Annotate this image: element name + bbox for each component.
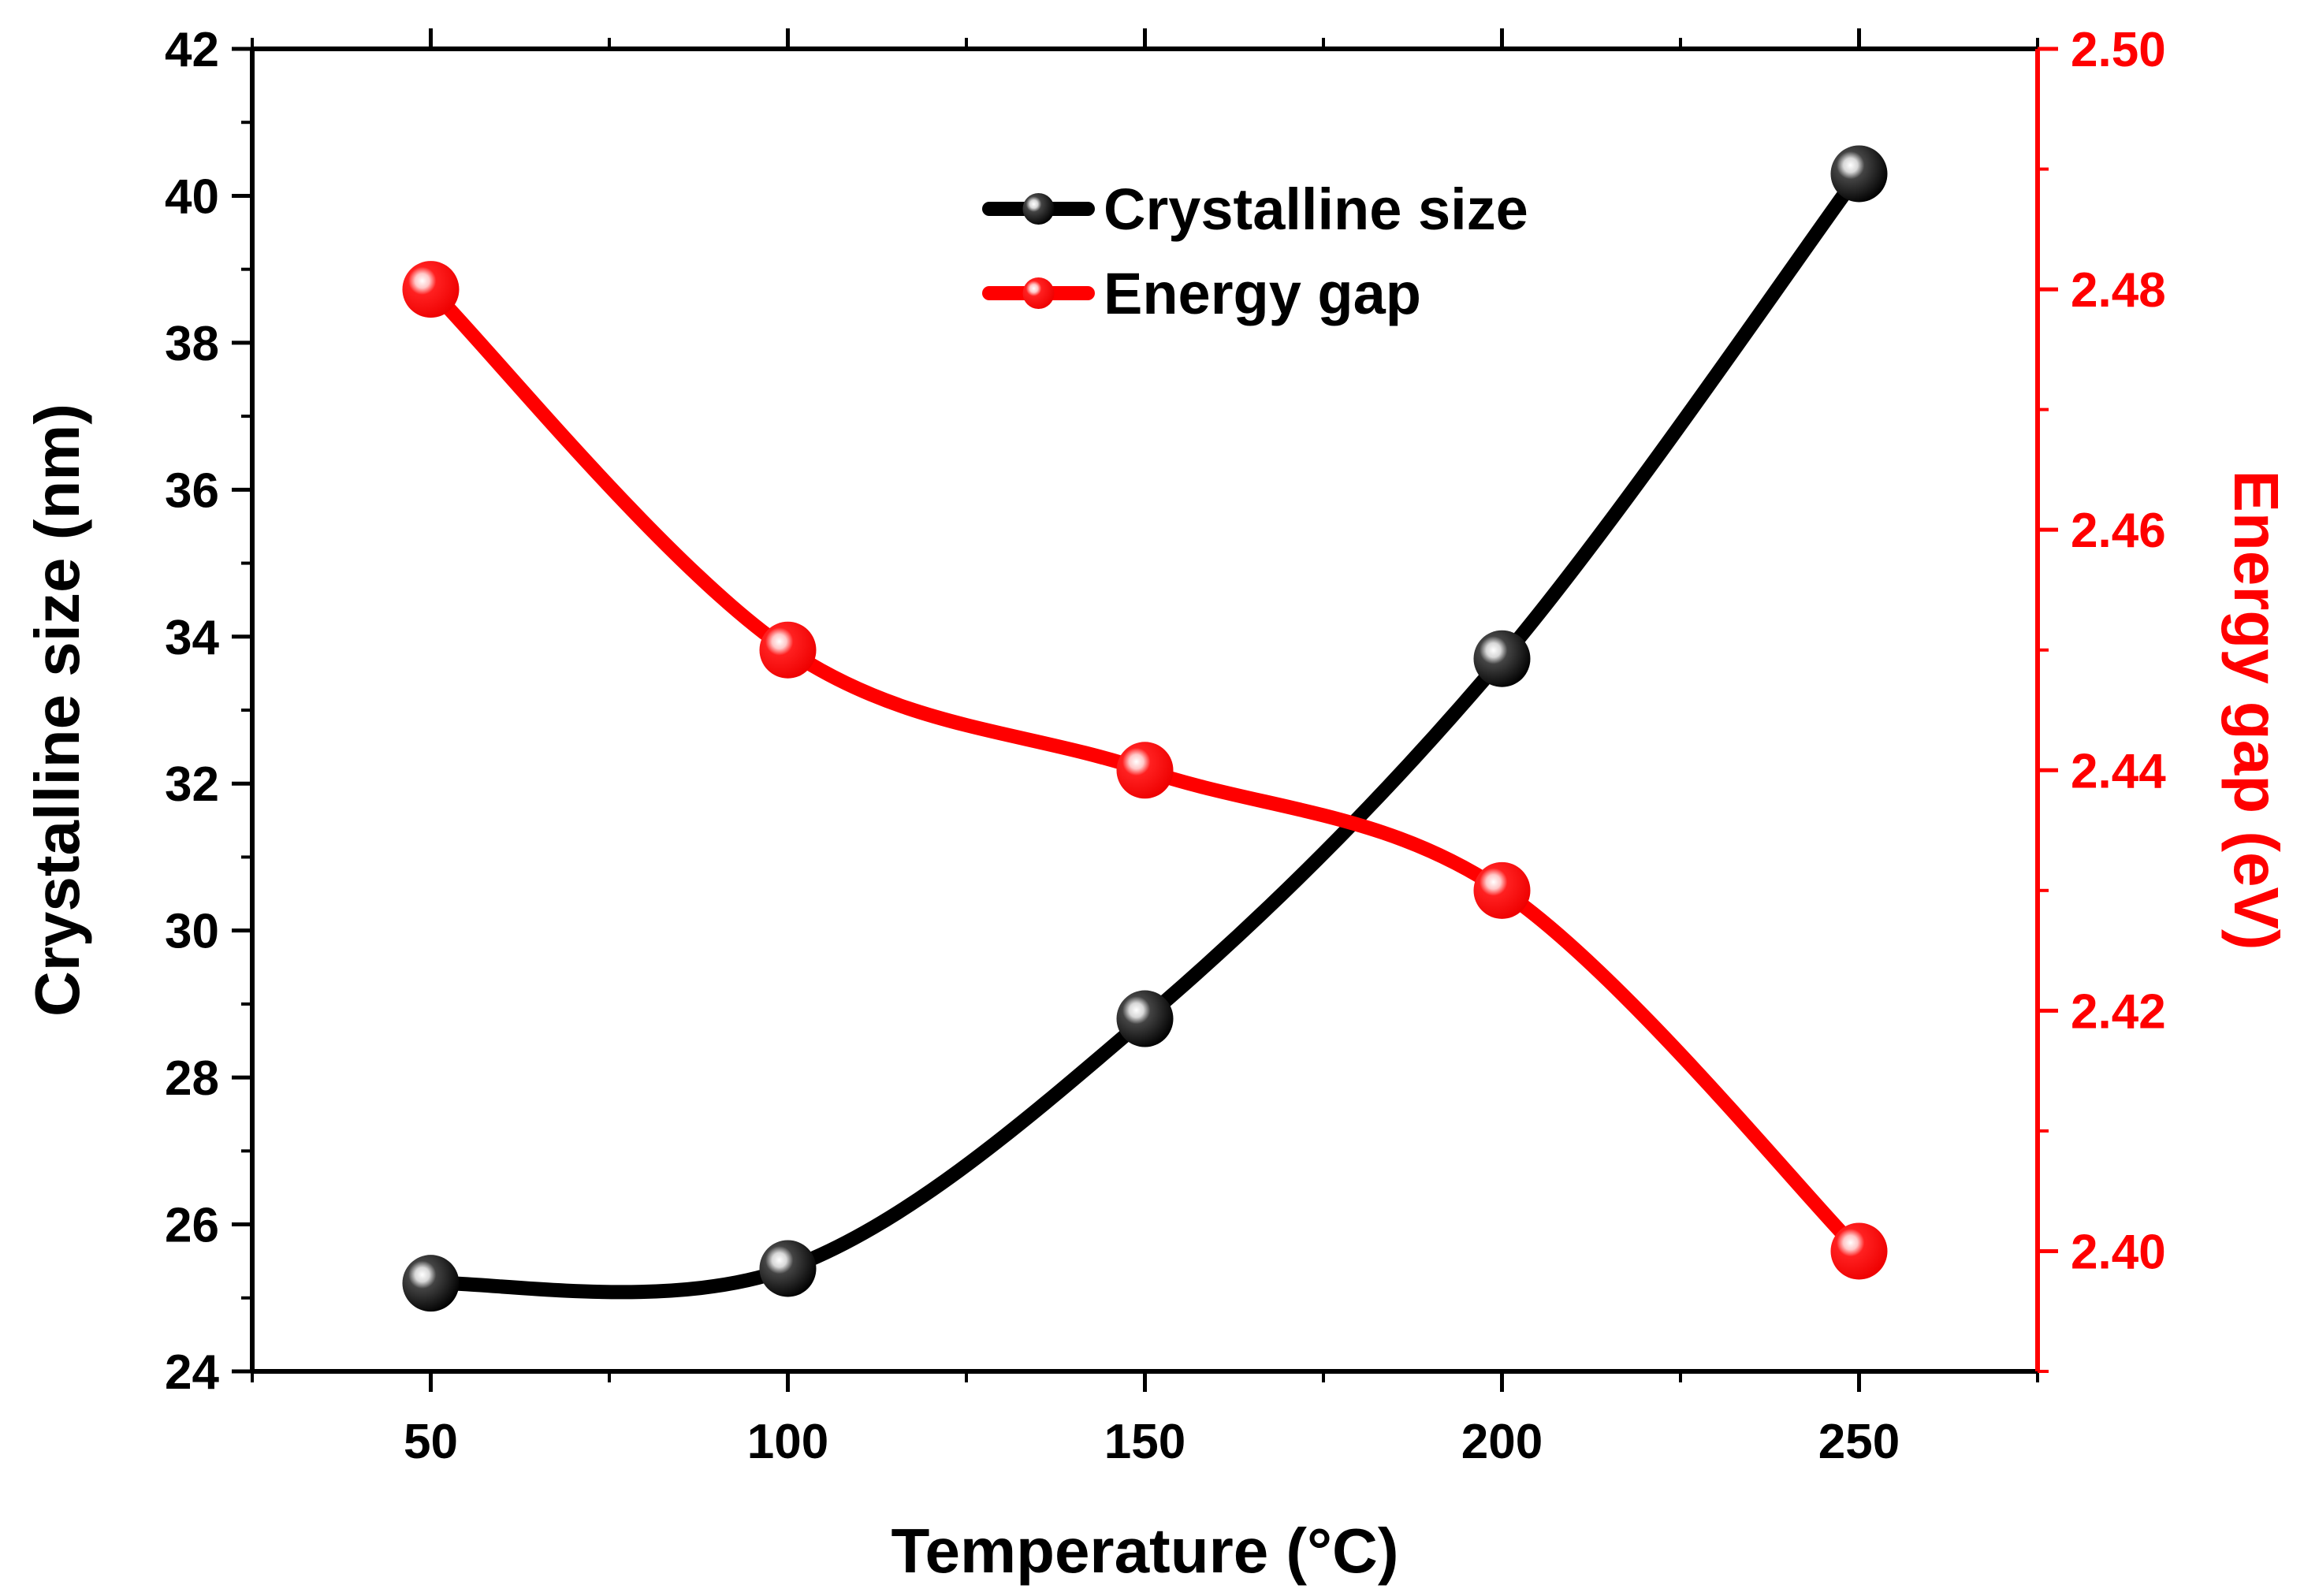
crystalline-size-line [423,166,1867,1300]
y-right-tick-label: 2.46 [2071,504,2166,558]
legend-crystalline-size-marker [1022,193,1055,225]
y-right-tick-label: 2.40 [2071,1225,2166,1279]
y-left-axis-title: Crystalline size (nm) [22,404,92,1017]
x-tick-label: 250 [1818,1415,1900,1469]
x-tick-label: 100 [747,1415,828,1469]
y-left-tick-label: 40 [165,169,219,224]
y-right-axis-title: Energy gap (eV) [2221,470,2291,950]
crystalline-size-point [759,1240,817,1297]
legend: Crystalline size Energy gap [982,177,1528,326]
crystalline-size-point [402,1255,460,1312]
series-layer [402,145,1888,1312]
crystalline-size-point [1116,990,1174,1047]
y-right-tick-label: 2.50 [2071,23,2166,77]
y-left-tick-label: 24 [165,1345,219,1400]
y-left-tick-label: 30 [165,905,219,959]
energy-gap-point [1830,1222,1888,1280]
y-right-tick-label: 2.42 [2071,984,2166,1039]
crystalline-size-point [1473,630,1531,687]
y-left-tick-label: 38 [165,317,219,371]
legend-energy-gap-marker [1022,277,1055,309]
legend-energy-gap-label: Energy gap [1104,261,1421,326]
crystalline-size-point [1830,145,1888,203]
y-left-tick-label: 26 [165,1199,219,1253]
y-right-tick-label: 2.48 [2071,263,2166,318]
y-left-tick-label: 28 [165,1051,219,1106]
energy-gap-point [1116,742,1174,799]
y-left-tick-label: 42 [165,23,219,77]
y-right-tick-label: 2.44 [2071,744,2166,798]
y-left-tick-label: 32 [165,757,219,812]
label-layer: 50 100 150 200 250 24 26 28 30 32 34 36 38 40 42 2.40 2.… [22,23,2291,1586]
energy-gap-point [759,621,817,679]
x-tick-label: 200 [1461,1415,1543,1469]
energy-gap-point [402,261,460,318]
energy-gap-point [1473,861,1531,919]
x-tick-label: 50 [404,1415,458,1469]
x-axis-title: Temperature (°C) [891,1516,1399,1586]
axes-layer [232,28,2058,1392]
x-tick-label: 150 [1104,1415,1185,1469]
legend-crystalline-size-label: Crystalline size [1104,177,1528,242]
y-left-tick-label: 36 [165,463,219,518]
y-left-tick-label: 34 [165,611,219,665]
